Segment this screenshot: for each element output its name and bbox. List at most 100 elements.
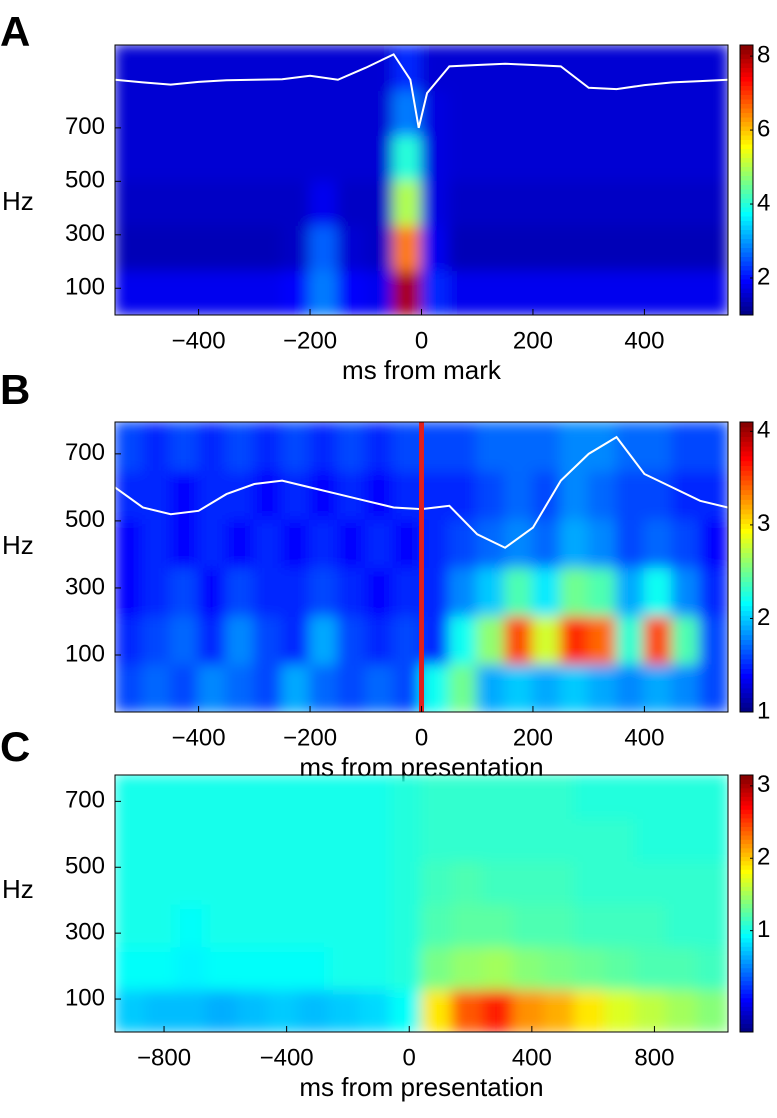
heatmap-cell [336,134,367,181]
heatmap [115,775,728,1032]
heatmap-cell [392,422,423,472]
colorbar-stripe [740,937,753,943]
heatmap-cell [665,816,699,862]
heatmap-cell [309,89,339,136]
heatmap-cell [643,89,674,136]
heatmap-cell [281,89,312,136]
heatmap-cell [615,517,646,568]
colorbar-tick-label: 2 [757,844,770,871]
colorbar-stripe [740,287,753,293]
colorbar-stripe [740,701,753,708]
colorbar-stripe [740,89,753,95]
heatmap-cell [671,224,702,271]
heatmap-cell [420,566,451,617]
heatmap-cell [309,134,339,181]
heatmap-cell [559,662,590,712]
colorbar-tick-label: 3 [757,771,770,798]
colorbar-stripe [740,658,753,665]
colorbar-stripe [740,581,753,587]
colorbar-stripe [740,440,753,447]
x-tick-label: 200 [513,724,553,751]
heatmap-cell [665,988,699,1032]
colorbar-stripe [740,975,753,982]
heatmap-cell [604,775,638,819]
heatmap-cell [559,134,590,181]
colorbar-stripe [740,278,753,284]
colorbar-stripe [740,130,753,136]
colorbar-stripe [740,238,753,244]
heatmap-cell [309,614,339,665]
colorbar-stripe [740,256,753,262]
colorbar-stripe [740,112,753,118]
heatmap-cell [451,816,484,862]
panel-label: C [0,723,30,770]
colorbar-stripe [740,265,753,271]
heatmap-cell [336,224,367,271]
heatmap-cell [359,945,392,991]
colorbar-stripe [740,436,753,442]
heatmap-cell [587,89,618,136]
heatmap-cell [531,89,562,136]
heatmap-cell [336,614,367,665]
heatmap-cell [115,988,147,1032]
heatmap-cell [604,859,638,905]
heatmap-cell [364,517,395,568]
colorbar-stripe [740,873,753,879]
heatmap-cell [392,614,423,665]
colorbar-stripe [740,202,753,208]
colorbar-stripe [740,992,753,999]
heatmap-cell [476,269,507,315]
heatmap-cell [197,566,228,617]
colorbar-stripe [740,830,753,836]
colorbar-stripe [740,653,753,660]
colorbar-stripe [740,80,753,86]
heatmap-cell [665,902,699,948]
colorbar-stripe [740,537,753,544]
colorbar-stripe [740,663,753,669]
x-tick-label: −400 [172,724,226,751]
colorbar-stripe [740,634,753,640]
y-tick-label: 500 [65,167,105,194]
heatmap-cell [115,816,147,862]
heatmap-cell [205,902,239,948]
heatmap-cell [336,89,367,136]
heatmap-cell [573,902,607,948]
heatmap-cell [328,859,362,905]
heatmap-cell [197,422,228,472]
x-tick-label: 800 [634,1044,674,1071]
heatmap-cell [587,134,618,181]
heatmap-cell [364,179,395,226]
heatmap-cell [476,566,507,617]
heatmap-cell [309,422,339,472]
heatmap-cell [225,134,256,181]
colorbar-stripe [740,229,753,235]
x-tick-label: −200 [283,327,337,354]
heatmap-cell [309,45,339,91]
heatmap-cell [236,859,270,905]
heatmap-cell [635,945,668,991]
heatmap-cell [451,775,484,819]
colorbar-stripe [740,542,753,549]
heatmap-cell [420,469,451,520]
colorbar-stripe [740,997,753,1003]
colorbar-stripe [740,220,753,226]
heatmap-cell [225,269,256,315]
colorbar-stripe [740,561,753,568]
heatmap-cell [253,134,284,181]
heatmap-cell [448,89,479,136]
heatmap-cell [643,517,674,568]
colorbar-stripe [740,179,753,185]
colorbar-stripe [740,484,753,491]
heatmap-cell [336,179,367,226]
colorbar-stripe [740,838,753,845]
heatmap-cell [359,816,392,862]
heatmap-cell [615,134,646,181]
heatmap-cell [420,179,451,226]
heatmap-cell [225,469,256,520]
y-axis-label: Hz [2,530,34,560]
colorbar-tick-label: 1 [757,916,770,943]
heatmap-cell [448,614,479,665]
heatmap-cell [543,988,576,1032]
colorbar-stripe [740,971,753,977]
